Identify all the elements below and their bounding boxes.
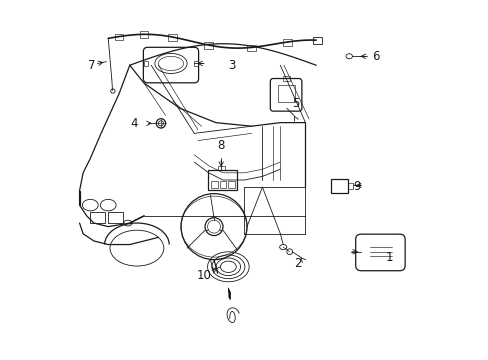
Text: 3: 3 <box>228 59 235 72</box>
Bar <box>283 39 291 46</box>
Text: 7: 7 <box>88 59 96 72</box>
Bar <box>168 34 177 41</box>
Text: 9: 9 <box>353 180 361 193</box>
Bar <box>277 85 294 102</box>
Text: 2: 2 <box>293 257 301 270</box>
Text: 4: 4 <box>130 117 138 130</box>
Bar <box>193 60 198 66</box>
Bar <box>204 42 212 49</box>
Bar <box>348 183 352 189</box>
Bar <box>115 34 123 40</box>
Bar <box>330 179 348 193</box>
Text: 10: 10 <box>197 269 211 282</box>
Bar <box>211 181 217 188</box>
Bar <box>207 170 237 190</box>
Bar <box>247 45 255 51</box>
Bar <box>228 181 234 188</box>
Bar <box>283 76 289 81</box>
Bar <box>312 37 321 44</box>
Bar <box>219 181 226 188</box>
Bar <box>140 31 148 38</box>
Bar <box>144 60 148 66</box>
Text: 5: 5 <box>291 98 299 111</box>
Bar <box>217 166 225 170</box>
Text: 8: 8 <box>217 139 224 152</box>
Text: 6: 6 <box>371 50 378 63</box>
Text: 1: 1 <box>385 251 393 264</box>
